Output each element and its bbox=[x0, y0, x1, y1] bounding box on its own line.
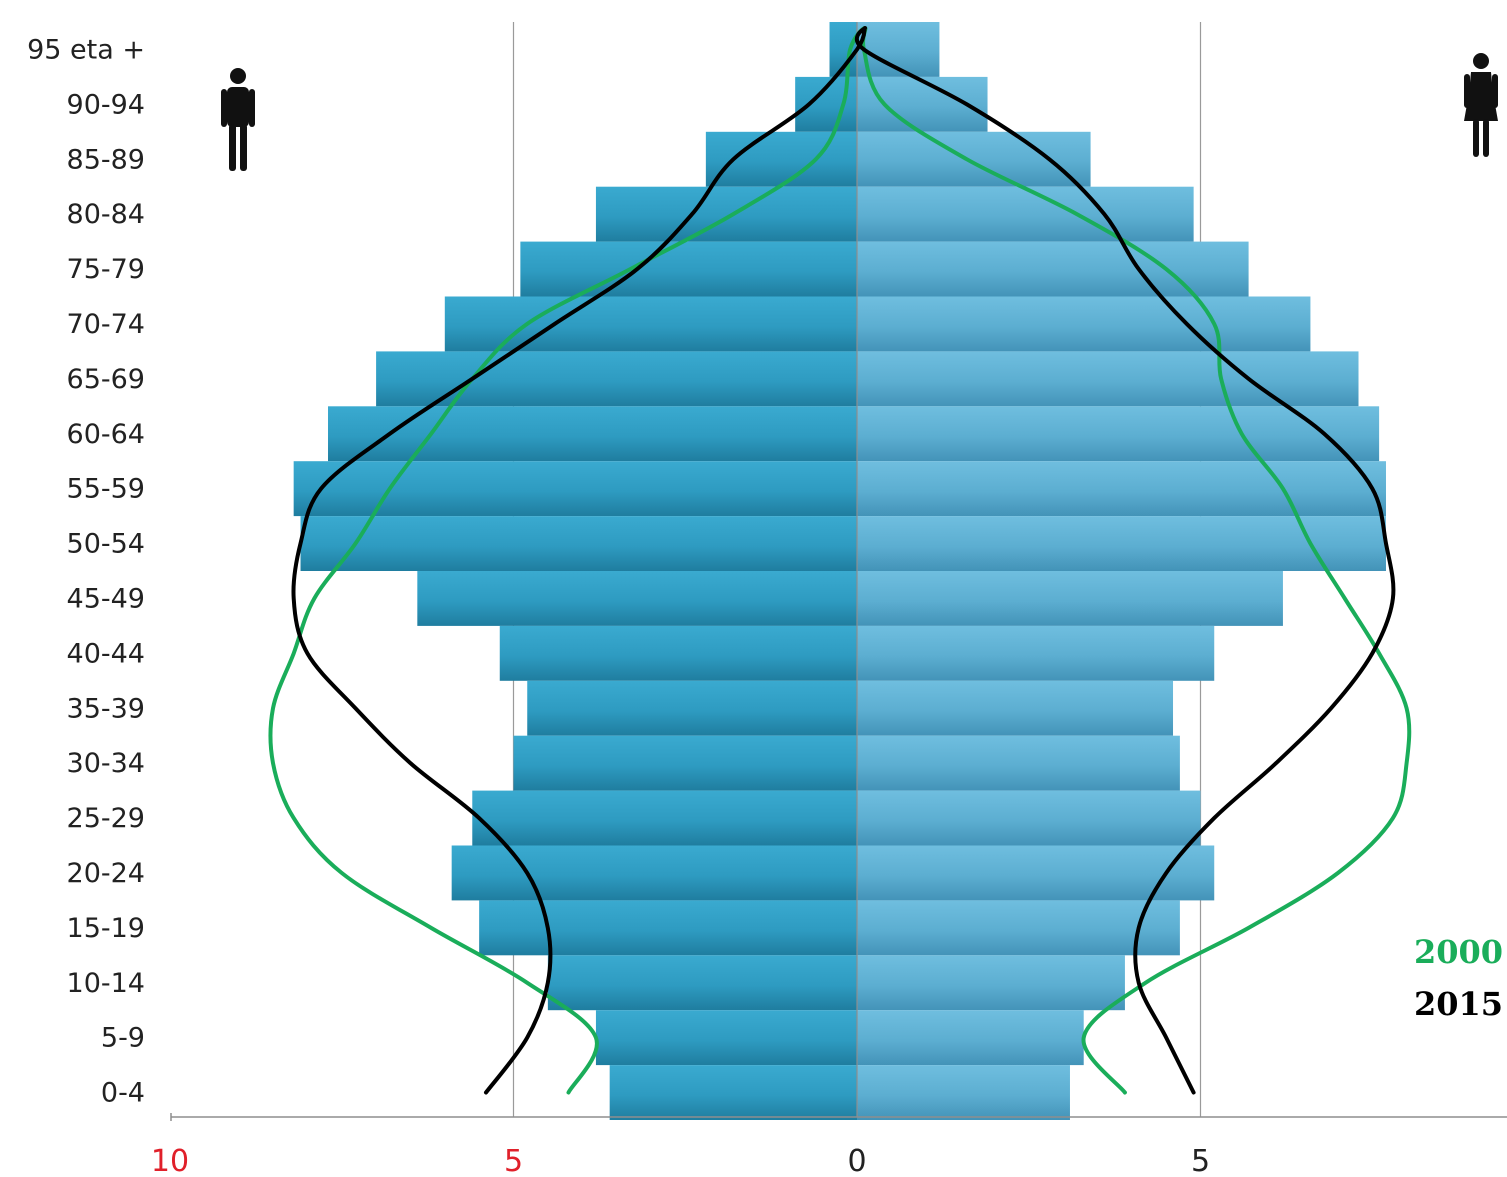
bar-left bbox=[595, 1010, 857, 1066]
bar-left bbox=[513, 735, 857, 791]
age-label: 80-84 bbox=[67, 199, 145, 230]
bar-right bbox=[857, 131, 1091, 187]
bar-left bbox=[451, 845, 857, 901]
curve-2015 bbox=[291, 26, 1396, 1095]
overlay-curves bbox=[268, 26, 1412, 1095]
bar-left bbox=[547, 955, 857, 1011]
bar-right bbox=[857, 625, 1215, 681]
age-label: 55-59 bbox=[67, 474, 145, 505]
bar-right bbox=[857, 241, 1249, 297]
bar-right bbox=[857, 1065, 1070, 1120]
x-tick-label: 0 bbox=[847, 1144, 866, 1177]
bar-left bbox=[472, 790, 857, 846]
bar-right bbox=[857, 900, 1180, 956]
bar-right bbox=[857, 955, 1125, 1011]
bars bbox=[293, 22, 1386, 1120]
bar-right bbox=[857, 516, 1386, 571]
x-tick-label: 10 bbox=[151, 1144, 189, 1177]
age-label: 20-24 bbox=[67, 858, 145, 889]
age-label: 85-89 bbox=[67, 144, 145, 175]
legend: 2000 2015 bbox=[1414, 933, 1503, 1023]
age-label: 10-14 bbox=[67, 968, 145, 999]
age-label: 15-19 bbox=[67, 913, 145, 944]
age-labels: 95 eta + 90-94 85-89 80-84 75-79 70-74 65-69 60… bbox=[27, 34, 145, 1108]
bar-right bbox=[857, 1010, 1084, 1066]
male-icon bbox=[221, 68, 255, 171]
age-label: 35-39 bbox=[67, 693, 145, 724]
legend-item-2000: 2000 bbox=[1414, 933, 1503, 971]
bar-right bbox=[857, 845, 1215, 901]
x-tick-label: 5 bbox=[504, 1144, 523, 1177]
bar-right bbox=[857, 680, 1174, 736]
bar-left bbox=[479, 900, 857, 956]
age-label: 90-94 bbox=[67, 89, 145, 120]
bar-left bbox=[300, 516, 857, 571]
age-label: 75-79 bbox=[67, 254, 145, 285]
bar-left bbox=[609, 1065, 857, 1120]
bar-right bbox=[857, 186, 1194, 242]
bar-right bbox=[857, 735, 1180, 791]
age-label: 95 eta + bbox=[27, 34, 145, 65]
bar-right bbox=[857, 351, 1359, 407]
bar-left bbox=[520, 241, 857, 297]
bar-left bbox=[444, 296, 857, 352]
age-label: 30-34 bbox=[67, 748, 145, 779]
bar-right bbox=[857, 406, 1380, 462]
bar-left bbox=[595, 186, 857, 242]
bar-left bbox=[376, 351, 857, 407]
age-label: 40-44 bbox=[67, 638, 145, 669]
x-tick-label: 5 bbox=[1191, 1144, 1210, 1177]
female-icon bbox=[1464, 53, 1498, 157]
bar-right bbox=[857, 790, 1201, 846]
age-label: 5-9 bbox=[101, 1023, 145, 1054]
age-label: 60-64 bbox=[67, 419, 145, 450]
legend-item-2015: 2015 bbox=[1414, 985, 1503, 1023]
bar-left bbox=[527, 680, 857, 736]
age-label: 70-74 bbox=[67, 309, 145, 340]
bar-left bbox=[328, 406, 857, 462]
x-axis: 10 5 0 5 bbox=[151, 1113, 1507, 1177]
bar-right bbox=[857, 571, 1283, 626]
bar-left bbox=[417, 571, 857, 626]
age-label: 25-29 bbox=[67, 803, 145, 834]
age-label: 50-54 bbox=[67, 529, 145, 560]
age-label: 45-49 bbox=[67, 583, 145, 614]
age-label: 65-69 bbox=[67, 364, 145, 395]
bar-left bbox=[705, 131, 857, 187]
age-label: 0-4 bbox=[101, 1078, 145, 1109]
bar-right bbox=[857, 296, 1311, 352]
bar-right bbox=[857, 461, 1386, 517]
bar-left bbox=[499, 625, 857, 681]
